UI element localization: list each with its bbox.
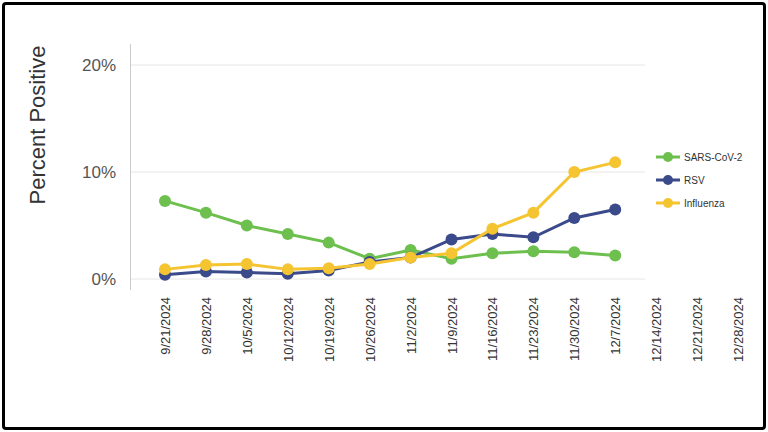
x-tick: 12/7/2024 <box>608 293 623 355</box>
marker <box>568 246 580 258</box>
legend-marker <box>663 152 673 162</box>
x-tick-label: 10/5/2024 <box>240 297 255 355</box>
x-tick: 10/5/2024 <box>240 293 255 355</box>
y-tick-label: 10% <box>82 163 116 182</box>
marker <box>200 207 212 219</box>
marker <box>568 212 580 224</box>
x-tick: 11/9/2024 <box>445 293 460 354</box>
x-tick-label: 9/28/2024 <box>199 297 214 355</box>
x-tick-label: 9/21/2024 <box>158 297 173 355</box>
x-tick: 12/21/2024 <box>690 293 705 362</box>
x-tick-label: 11/16/2024 <box>485 297 500 361</box>
x-tick-label: 12/14/2024 <box>649 297 664 362</box>
x-tick-label: 12/28/2024 <box>731 297 746 362</box>
x-axis: 9/21/2024 9/28/2024 10/5/2024 10/12/2024 10/… <box>158 293 746 362</box>
marker <box>609 156 621 168</box>
x-tick: 11/23/2024 <box>526 293 541 361</box>
marker <box>609 249 621 261</box>
x-tick: 10/26/2024 <box>363 293 378 362</box>
y-tick-label: 0% <box>91 270 116 289</box>
x-tick: 9/28/2024 <box>199 293 214 355</box>
x-tick-label: 11/30/2024 <box>567 297 582 361</box>
legend-marker <box>663 175 673 185</box>
marker <box>405 252 417 264</box>
marker <box>241 258 253 270</box>
marker <box>486 223 498 235</box>
marker <box>527 207 539 219</box>
x-tick: 11/2/2024 <box>404 293 419 354</box>
x-tick: 11/30/2024 <box>567 293 582 361</box>
grid <box>130 65 645 279</box>
marker <box>527 231 539 243</box>
plot-area <box>159 156 621 280</box>
x-tick-label: 10/19/2024 <box>322 297 337 362</box>
chart: 0% 10% 20% Percent Positive 9/21/2024 9/28/20… <box>0 0 768 432</box>
x-tick: 12/28/2024 <box>731 293 746 362</box>
legend-label: SARS-CoV-2 <box>684 152 743 163</box>
marker <box>609 203 621 215</box>
marker <box>159 263 171 275</box>
y-tick: 20% <box>82 56 130 75</box>
y-tick-label: 20% <box>82 56 116 75</box>
x-tick-label: 12/7/2024 <box>608 297 623 355</box>
marker <box>159 195 171 207</box>
x-tick: 11/16/2024 <box>485 293 500 361</box>
y-axis-line <box>130 44 131 290</box>
y-tick: 0% <box>91 270 130 289</box>
series-line <box>165 162 615 269</box>
x-tick-label: 10/26/2024 <box>363 297 378 362</box>
x-tick-label: 10/12/2024 <box>281 297 296 362</box>
legend-item: Influenza <box>656 198 725 209</box>
marker <box>200 259 212 271</box>
x-tick: 10/12/2024 <box>281 293 296 362</box>
y-tick: 10% <box>82 163 130 182</box>
marker <box>323 237 335 249</box>
y-axis-title: Percent Positive <box>25 46 50 205</box>
legend-marker <box>663 198 673 208</box>
frame <box>2 2 766 430</box>
marker <box>364 258 376 270</box>
marker <box>282 263 294 275</box>
grid-line <box>130 172 645 173</box>
y-axis: 0% 10% 20% <box>82 44 131 290</box>
marker <box>446 247 458 259</box>
grid-line <box>130 279 645 280</box>
x-tick-label: 11/23/2024 <box>526 297 541 361</box>
marker <box>241 220 253 232</box>
marker <box>323 262 335 274</box>
marker <box>527 245 539 257</box>
legend: SARS-CoV-2 RSV Influenza <box>656 152 743 209</box>
series-markers <box>159 203 621 280</box>
series-markers <box>159 156 621 275</box>
grid-line <box>130 65 645 66</box>
x-tick-label: 11/9/2024 <box>445 297 460 354</box>
x-tick-label: 11/2/2024 <box>404 297 419 354</box>
x-tick: 9/21/2024 <box>158 293 173 355</box>
marker <box>405 252 417 264</box>
x-tick: 10/19/2024 <box>322 293 337 362</box>
x-tick: 12/14/2024 <box>649 293 664 362</box>
marker <box>486 247 498 259</box>
legend-item: RSV <box>656 175 705 186</box>
marker <box>282 228 294 240</box>
legend-label: Influenza <box>684 198 725 209</box>
marker <box>446 233 458 245</box>
legend-label: RSV <box>684 175 705 186</box>
legend-item: SARS-CoV-2 <box>656 152 743 163</box>
x-tick-label: 12/21/2024 <box>690 297 705 362</box>
marker <box>568 166 580 178</box>
